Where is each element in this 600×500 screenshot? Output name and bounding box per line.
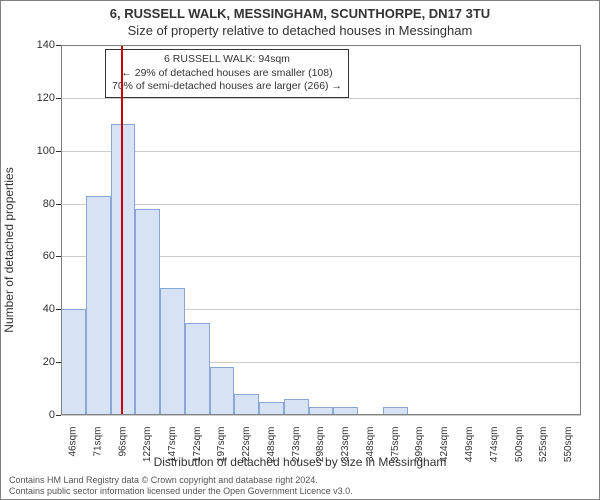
y-axis-label: Number of detached properties (2, 85, 16, 250)
xtick-label: 46sqm (68, 427, 79, 457)
ytick-label: 140 (15, 39, 55, 51)
ytick-label: 20 (15, 356, 55, 368)
plot-area: 6 RUSSELL WALK: 94sqm← 29% of detached h… (61, 45, 581, 415)
credit-text: Contains HM Land Registry data © Crown c… (9, 475, 353, 497)
ytick-label: 0 (15, 409, 55, 421)
credit-line-2: Contains public sector information licen… (9, 486, 353, 497)
xtick-label: 96sqm (117, 427, 128, 457)
chart-container: 6, RUSSELL WALK, MESSINGHAM, SCUNTHORPE,… (0, 0, 600, 500)
plot-frame (61, 45, 581, 415)
ytick-label: 100 (15, 145, 55, 157)
ytick-label: 40 (15, 303, 55, 315)
ytick-label: 60 (15, 250, 55, 262)
credit-line-1: Contains HM Land Registry data © Crown c… (9, 475, 353, 486)
ytick-label: 120 (15, 92, 55, 104)
chart-title-subtitle: Size of property relative to detached ho… (1, 23, 599, 38)
ytick-mark (56, 415, 61, 416)
ytick-label: 80 (15, 198, 55, 210)
xtick-label: 71sqm (93, 427, 104, 457)
x-axis-label: Distribution of detached houses by size … (1, 455, 599, 469)
chart-title-address: 6, RUSSELL WALK, MESSINGHAM, SCUNTHORPE,… (1, 6, 599, 21)
gridline-h (61, 415, 581, 416)
